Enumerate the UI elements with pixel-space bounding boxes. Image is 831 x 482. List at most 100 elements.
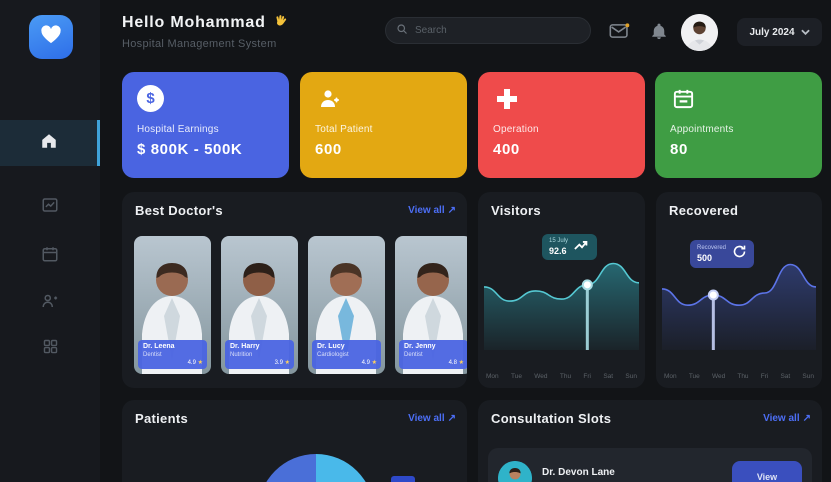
page-title: Hello Mohammad xyxy=(122,14,266,31)
panel-title: Consultation Slots xyxy=(491,411,612,426)
visitors-x-axis: Mon Tue Wed Thu Fri Sat Sun xyxy=(486,373,637,380)
doctor-card[interactable]: Dr. Lucy Cardiologist 4.9 ★ xyxy=(308,236,385,374)
stat-label: Operation xyxy=(493,124,539,135)
notifications-button[interactable] xyxy=(647,19,671,43)
doctor-specialty: Dentist xyxy=(404,352,423,358)
doctor-card[interactable]: Dr. Jenny Dentist 4.8 ★ xyxy=(395,236,467,374)
consultation-slot-item[interactable]: Dr. Devon Lane Cardiologist - Cornell Me… xyxy=(488,448,812,482)
calendar-icon xyxy=(670,85,697,112)
axis-day-label: Fri xyxy=(760,373,769,380)
axis-day-label: Sat xyxy=(780,373,791,380)
search-bar[interactable] xyxy=(385,17,591,44)
stat-card-operation[interactable]: Operation 400 xyxy=(478,72,645,178)
sidebar xyxy=(0,0,100,482)
view-all-link[interactable]: View all ↗ xyxy=(763,413,811,424)
stat-label: Hospital Earnings xyxy=(137,124,219,135)
consultation-slots-panel: Consultation Slots View all ↗ Dr. Devon … xyxy=(478,400,822,482)
doctor-label: Dr. Jenny Dentist 4.8 ★ xyxy=(399,340,467,369)
doctor-name: Dr. Leena xyxy=(143,343,175,350)
stat-card-earnings[interactable]: $ Hospital Earnings $ 800K - 500K xyxy=(122,72,289,178)
doctor-card[interactable]: Dr. Leena Dentist 4.9 ★ xyxy=(134,236,211,374)
doctor-cards-row: Dr. Leena Dentist 4.9 ★ Dr. Harry Nutrit… xyxy=(134,236,467,374)
axis-day-label: Thu xyxy=(737,373,749,380)
recovered-tooltip: Recovered 500 xyxy=(690,240,755,268)
chevron-down-icon xyxy=(800,27,810,38)
doctor-name: Dr. Jenny xyxy=(404,343,436,350)
month-selector[interactable]: July 2024 xyxy=(737,18,822,46)
tooltip-date: 15 July xyxy=(549,238,569,244)
messages-button[interactable] xyxy=(607,19,631,43)
doctor-label: Dr. Leena Dentist 4.9 ★ xyxy=(138,340,207,369)
view-all-link[interactable]: View all ↗ xyxy=(408,205,456,216)
recovered-area-chart[interactable] xyxy=(661,238,817,350)
tooltip-value: 92.6 xyxy=(549,246,567,256)
visitors-area-chart[interactable] xyxy=(483,238,640,350)
view-slot-button[interactable]: View xyxy=(732,461,802,482)
recovered-x-axis: Mon Tue Wed Thu Fri Sat Sun xyxy=(664,373,814,380)
patient-icon xyxy=(315,85,342,112)
axis-day-label: Tue xyxy=(688,373,700,380)
trending-up-icon xyxy=(574,238,590,256)
dollar-circle-icon: $ xyxy=(137,85,164,112)
doctor-card[interactable]: Dr. Harry Nutrition 3.9 ★ xyxy=(221,236,298,374)
view-all-label: View all xyxy=(408,205,445,216)
axis-day-label: Mon xyxy=(664,373,677,380)
panel-title: Best Doctor's xyxy=(135,203,223,218)
patients-panel: Patients View all ↗ xyxy=(122,400,467,482)
arrow-up-right-icon: ↗ xyxy=(802,413,811,424)
medical-cross-icon xyxy=(493,85,520,112)
visitors-tooltip: 15 July 92.6 xyxy=(542,234,598,260)
sidebar-item-analytics[interactable] xyxy=(0,184,100,230)
greeting-block: Hello Mohammad Hospital Management Syste… xyxy=(122,13,289,50)
doctor-specialty: Nutrition xyxy=(230,352,253,358)
analytics-icon xyxy=(41,196,59,219)
sidebar-item-apps[interactable] xyxy=(0,326,100,372)
stat-label: Total Patient xyxy=(315,124,373,135)
doctor-specialty: Dentist xyxy=(143,352,162,358)
calendar-icon xyxy=(41,245,59,268)
star-icon: ★ xyxy=(371,360,377,366)
best-doctors-panel: Best Doctor's View all ↗ Dr. Leena Denti… xyxy=(122,192,467,388)
wave-emoji-icon xyxy=(272,13,289,34)
visitors-panel: Visitors 15 July 92.6 Mon Tue Wed Thu Fri Sat… xyxy=(478,192,645,388)
sidebar-item-home[interactable] xyxy=(0,120,100,166)
doctor-label: Dr. Harry Nutrition 3.9 ★ xyxy=(225,340,294,369)
slot-doctor-name: Dr. Devon Lane xyxy=(542,467,615,478)
axis-day-label: Wed xyxy=(534,373,548,380)
stat-card-total-patient[interactable]: Total Patient 600 xyxy=(300,72,467,178)
stat-value: 600 xyxy=(315,141,342,158)
doctor-rating: 3.9 ★ xyxy=(274,360,290,366)
star-icon: ★ xyxy=(458,360,464,366)
user-avatar[interactable] xyxy=(681,14,718,51)
tooltip-value: 500 xyxy=(697,253,713,263)
doctors-icon xyxy=(41,292,59,315)
view-all-label: View all xyxy=(408,413,445,424)
axis-day-label: Fri xyxy=(583,373,591,380)
axis-day-label: Mon xyxy=(486,373,499,380)
search-input[interactable] xyxy=(415,25,565,36)
stat-value: $ 800K - 500K xyxy=(137,141,243,158)
refresh-icon[interactable] xyxy=(732,244,747,264)
month-selector-label: July 2024 xyxy=(749,26,795,38)
arrow-up-right-icon: ↗ xyxy=(447,413,456,424)
panel-title: Visitors xyxy=(491,203,541,218)
tooltip-label: Recovered xyxy=(697,245,727,251)
stat-card-appointments[interactable]: Appointments 80 xyxy=(655,72,822,178)
home-icon xyxy=(40,132,58,155)
search-icon xyxy=(396,22,408,40)
doctor-name: Dr. Lucy xyxy=(317,343,345,350)
star-icon: ★ xyxy=(284,360,290,366)
star-icon: ★ xyxy=(197,360,203,366)
stat-value: 80 xyxy=(670,141,688,158)
page-subtitle: Hospital Management System xyxy=(122,38,277,50)
view-all-link[interactable]: View all ↗ xyxy=(408,413,456,424)
patients-pie-chart[interactable] xyxy=(258,454,374,482)
sidebar-item-calendar[interactable] xyxy=(0,233,100,279)
axis-day-label: Sat xyxy=(603,373,614,380)
recovered-panel: Recovered Recovered 500 Mon Tue Wed Thu Fri S… xyxy=(656,192,822,388)
app-logo[interactable] xyxy=(29,15,73,59)
panel-title: Patients xyxy=(135,411,188,426)
stat-value: 400 xyxy=(493,141,520,158)
panel-title: Recovered xyxy=(669,203,739,218)
sidebar-item-doctors[interactable] xyxy=(0,280,100,326)
